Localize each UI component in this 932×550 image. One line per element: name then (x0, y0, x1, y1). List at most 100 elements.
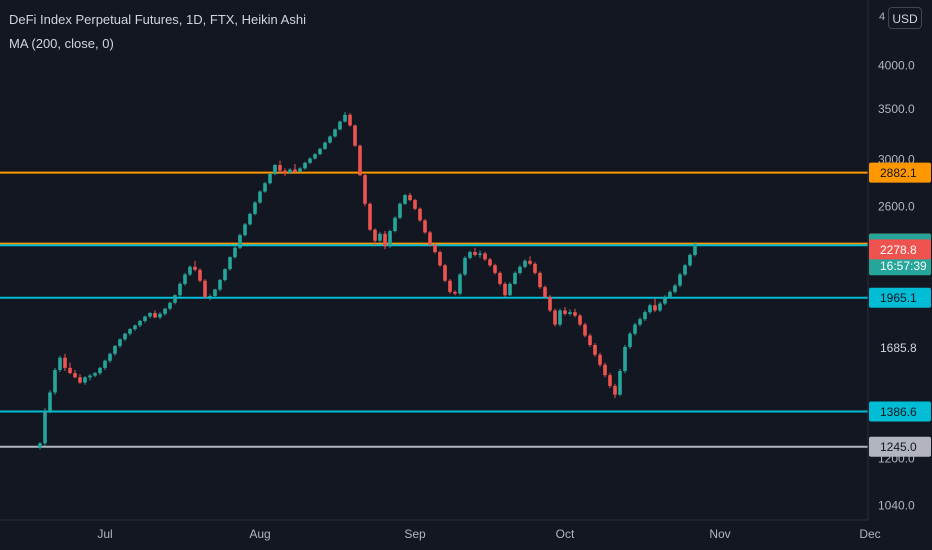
candle (158, 312, 162, 320)
candle (53, 367, 57, 395)
candle (473, 247, 477, 257)
candle (398, 202, 402, 220)
candle-body (103, 360, 107, 368)
candle-body (503, 283, 507, 296)
horizontal-levels (0, 171, 868, 448)
candle-body (528, 260, 532, 264)
candle-body (688, 254, 692, 266)
candle (58, 355, 62, 373)
price-tag-text: 1685.8 (880, 341, 917, 355)
candle-body (453, 291, 457, 294)
candle-body (193, 266, 197, 270)
candle (663, 295, 667, 306)
candle (153, 310, 157, 319)
candle-body (638, 319, 642, 325)
candle (548, 295, 552, 313)
candle-body (653, 305, 657, 311)
candle (423, 219, 427, 234)
candle (218, 279, 222, 292)
price-tag-text: 2882.1 (880, 166, 917, 180)
price-tag-text: 1386.6 (880, 405, 917, 419)
currency-button[interactable]: USD (888, 7, 922, 29)
candle-body (603, 364, 607, 376)
candle-body (693, 243, 697, 255)
candle (593, 343, 597, 357)
candle (273, 163, 277, 176)
candle (163, 307, 167, 316)
candle-body (633, 324, 637, 334)
candle-body (388, 231, 392, 247)
candle (688, 253, 692, 267)
level-price-tag: 1965.1 (869, 287, 931, 308)
candle-body (473, 252, 477, 255)
candle (638, 317, 642, 327)
candle-body (463, 257, 467, 275)
candle-body (298, 168, 302, 172)
candle-body (673, 285, 677, 292)
candle-body (383, 233, 387, 247)
price-axis[interactable]: 1040.01200.01685.82600.03000.03500.04000… (867, 0, 915, 520)
candle-body (238, 235, 242, 248)
candle (403, 193, 407, 206)
candle-body (68, 367, 72, 374)
candle (203, 279, 207, 299)
candle-body (568, 312, 572, 314)
candle (428, 231, 432, 247)
candle (93, 372, 97, 378)
time-tick-label: Jul (97, 527, 112, 541)
candle (608, 373, 612, 389)
candle (553, 308, 557, 327)
candle (393, 216, 397, 233)
candle (123, 332, 127, 342)
candle-body (258, 191, 262, 203)
candle-body (233, 247, 237, 258)
candle-body (538, 272, 542, 288)
candle (528, 256, 532, 266)
candle-body (343, 114, 347, 122)
candle-body (628, 333, 632, 347)
candle-body (618, 370, 622, 395)
candle (358, 144, 362, 177)
candle (48, 390, 52, 414)
candle (468, 250, 472, 260)
price-axis-top-fragment: 4 (879, 11, 886, 23)
candle (533, 262, 537, 275)
candle-body (308, 158, 312, 163)
candle-body (83, 377, 87, 383)
candle-body (273, 165, 277, 175)
price-tag-text: 16:57:39 (880, 259, 927, 273)
candle (143, 315, 147, 323)
candle (413, 198, 417, 211)
candle (668, 290, 672, 299)
candle-body (58, 357, 62, 370)
candle (538, 271, 542, 289)
level-price-tag: 1245.0 (869, 436, 931, 457)
candle (293, 163, 297, 173)
candle (573, 308, 577, 318)
candle (263, 182, 267, 193)
candle (463, 256, 467, 277)
candle-body (523, 260, 527, 267)
candle-body (228, 257, 232, 270)
candle (198, 268, 202, 283)
candle (603, 362, 607, 378)
candle (508, 282, 512, 297)
chart-title: DeFi Index Perpetual Futures, 1D, FTX, H… (9, 12, 306, 27)
candle-body (223, 269, 227, 280)
candle-body (468, 252, 472, 258)
time-axis[interactable]: Jul Aug Sep Oct Nov Dec (0, 519, 881, 541)
candle-body (123, 333, 127, 340)
candle (318, 147, 322, 156)
candle (598, 352, 602, 367)
candle-body (203, 280, 207, 297)
candle-body (323, 142, 327, 149)
candle-body (188, 266, 192, 275)
candle (628, 331, 632, 349)
candle-body (668, 291, 672, 297)
candle-body (178, 283, 182, 296)
candle (418, 207, 422, 222)
candle-body (243, 224, 247, 236)
time-tick-label: Sep (404, 527, 426, 541)
candle-body (498, 272, 502, 284)
